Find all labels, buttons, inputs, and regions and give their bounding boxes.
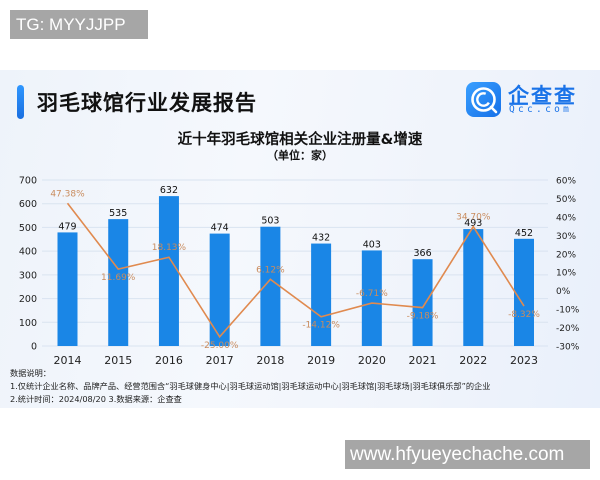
right-tick-label: -20% <box>556 324 580 334</box>
notes-line-2: 2.统计时间：2024/08/20 3.数据来源：企查查 <box>10 394 182 404</box>
growth-value-label: -6.71% <box>356 289 388 299</box>
growth-value-label: -14.12% <box>302 321 340 331</box>
x-axis-ticks: 2014 2015 2016 2017 2018 2019 2020 2021 2022 2023 <box>54 354 539 367</box>
x-tick-label: 2022 <box>459 354 487 367</box>
qcc-logo-icon <box>466 82 501 117</box>
right-tick-label: 60% <box>556 177 576 187</box>
notes-heading: 数据说明： <box>10 368 51 378</box>
left-tick-label: 0 <box>31 342 37 353</box>
bar-value-label: 366 <box>413 248 431 259</box>
watermark-bottom-right: www.hfyueyechache.com <box>345 440 590 469</box>
x-tick-label: 2019 <box>307 354 335 367</box>
left-tick-label: 600 <box>19 199 37 210</box>
right-tick-label: -30% <box>556 343 580 353</box>
right-tick-label: 0% <box>556 287 571 297</box>
bar-series <box>57 196 534 346</box>
right-tick-label: 50% <box>556 195 576 205</box>
chart-subtitle: （单位：家） <box>267 149 333 162</box>
x-tick-label: 2020 <box>358 354 386 367</box>
bar-value-label: 632 <box>160 185 178 196</box>
x-tick-label: 2018 <box>256 354 284 367</box>
x-tick-label: 2014 <box>54 354 82 367</box>
bar-value-label: 503 <box>261 216 279 227</box>
bar-2020 <box>361 250 382 346</box>
qcc-logo: 企查查 Qcc.com <box>466 82 586 118</box>
bar-value-label: 452 <box>515 228 533 239</box>
right-tick-label: 10% <box>556 269 576 279</box>
logo-text-cn: 企查查 <box>508 84 577 108</box>
logo-text-en: Qcc.com <box>509 104 573 115</box>
growth-value-label: -25.00% <box>201 341 239 351</box>
bar-2019 <box>311 243 332 346</box>
watermark-top-left: TG: MYYJJPP <box>10 10 148 39</box>
bar-value-label: 432 <box>312 233 330 244</box>
growth-value-label: 18.13% <box>152 243 187 253</box>
left-tick-label: 200 <box>19 294 37 305</box>
growth-value-label: -9.18% <box>407 312 439 322</box>
x-tick-label: 2015 <box>104 354 132 367</box>
left-axis-ticks: 0 100 200 300 400 500 600 700 <box>19 176 37 353</box>
title-accent-bar <box>17 85 24 119</box>
bar-2022 <box>463 229 484 346</box>
data-notes: 数据说明： 1.仅统计企业名称、品牌产品、经营范围含“羽毛球健身中心|羽毛球运动… <box>10 367 490 406</box>
bar-value-label: 535 <box>109 208 127 219</box>
growth-line-series: 47.38% 11.69% 18.13% -25.00% 6.12% -14.12% -6.… <box>50 189 540 351</box>
right-tick-label: 40% <box>556 213 576 223</box>
growth-value-label: 6.12% <box>256 265 285 275</box>
bar-2021 <box>412 259 433 346</box>
x-tick-label: 2023 <box>510 354 538 367</box>
bar-2014 <box>57 232 78 346</box>
growth-value-label: 47.38% <box>50 189 85 199</box>
bar-value-label: 403 <box>363 239 381 250</box>
growth-value-label: 34.70% <box>456 213 491 223</box>
bar-value-label: 479 <box>58 221 76 232</box>
notes-line-1: 1.仅统计企业名称、品牌产品、经营范围含“羽毛球健身中心|羽毛球运动馆|羽毛球运… <box>10 381 491 391</box>
left-tick-label: 100 <box>19 318 37 329</box>
bar-2017 <box>209 233 230 346</box>
report-card: 羽毛球馆行业发展报告 企查查 Qcc.com 近十年羽毛球馆相关企业注册量&增速… <box>0 70 600 408</box>
right-tick-label: 20% <box>556 250 576 260</box>
right-tick-label: -10% <box>556 306 580 316</box>
x-tick-label: 2016 <box>155 354 183 367</box>
left-tick-label: 300 <box>19 270 37 281</box>
bar-value-label: 474 <box>211 223 229 234</box>
right-axis-ticks: -30% -20% -10% 0% 10% 20% 30% 40% 50% 60% <box>556 177 580 353</box>
right-tick-label: 30% <box>556 232 576 242</box>
left-tick-label: 500 <box>19 223 37 234</box>
report-title: 羽毛球馆行业发展报告 <box>37 91 257 115</box>
x-tick-label: 2021 <box>409 354 437 367</box>
x-tick-label: 2017 <box>206 354 234 367</box>
bar-2018 <box>260 226 281 346</box>
bar-2015 <box>108 219 129 346</box>
bar-value-label: 493 <box>464 218 482 229</box>
left-tick-label: 700 <box>19 176 37 187</box>
chart-title: 近十年羽毛球馆相关企业注册量&增速 <box>177 132 423 148</box>
growth-line <box>66 202 525 339</box>
left-tick-label: 400 <box>19 247 37 258</box>
bar-2023 <box>514 238 534 346</box>
growth-value-label: -8.32% <box>508 310 540 320</box>
bar-2016 <box>158 196 179 346</box>
growth-value-label: 11.69% <box>101 273 136 283</box>
bar-value-labels: 479 535 632 474 503 432 403 366 493 452 <box>58 185 533 259</box>
